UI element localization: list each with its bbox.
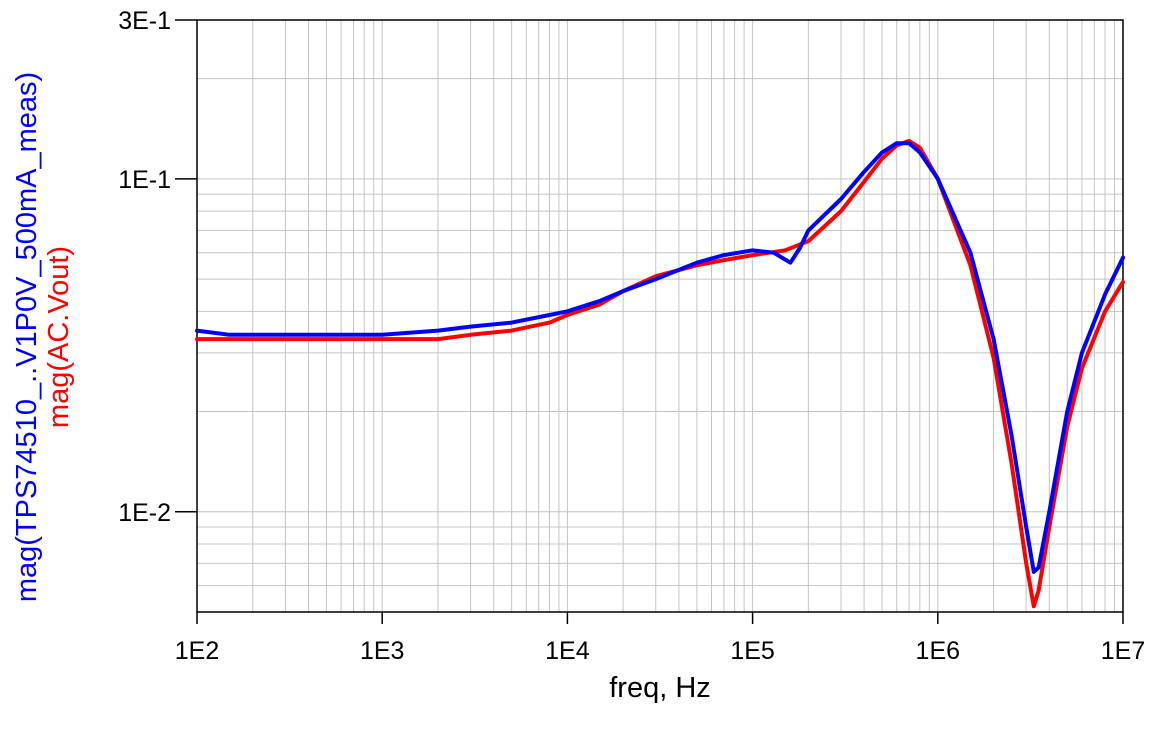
x-tick-label: 1E7 (1101, 637, 1145, 665)
x-tick-label: 1E2 (175, 637, 219, 665)
x-tick-label: 1E3 (360, 637, 404, 665)
series-line-1 (195, 141, 1125, 574)
y-tick-label: 1E-1 (118, 166, 171, 194)
plot-frame (196, 19, 1124, 613)
x-tick-label: 1E4 (545, 637, 590, 665)
grid-lines (196, 20, 1123, 613)
x-axis-title: freq, Hz (609, 672, 711, 704)
y-axis-ticks: 1E-2 1E-1 3E-1 (118, 7, 197, 527)
plot-area-border (196, 19, 1124, 613)
x-axis-ticks: 1E2 1E3 1E4 1E5 1E6 1E7 (175, 612, 1145, 665)
y-axis-title-series-2: mag(AC.Vout) (43, 246, 75, 428)
y-tick-label: 3E-1 (118, 7, 171, 35)
y-axis-title-series-1: mag(TPS74510_..V1P0V_500mA_meas) (11, 72, 43, 602)
y-tick-label: 1E-2 (118, 499, 171, 527)
x-tick-label: 1E6 (916, 637, 960, 665)
x-tick-label: 1E5 (730, 637, 774, 665)
series-layer (195, 138, 1125, 609)
series-line-2 (195, 138, 1125, 609)
